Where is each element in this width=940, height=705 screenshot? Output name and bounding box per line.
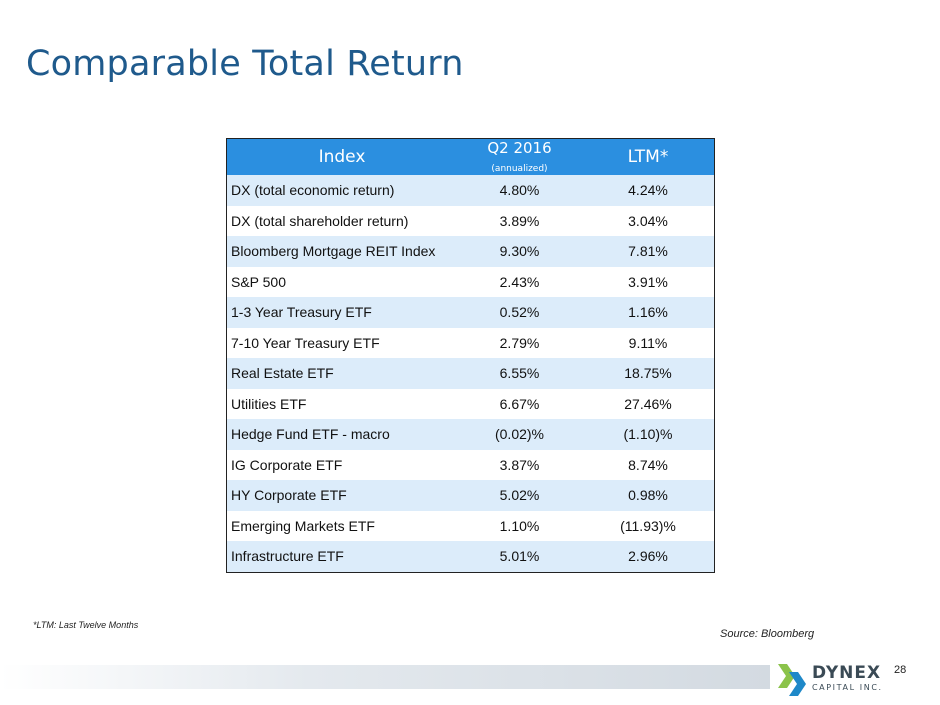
row-index-name: Infrastructure ETF: [226, 541, 457, 572]
table-row: DX (total shareholder return) 3.89% 3.04…: [227, 206, 715, 237]
source-note: Source: Bloomberg: [720, 628, 815, 640]
table-row: Hedge Fund ETF - macro (0.02)% (1.10)%: [226, 419, 715, 450]
row-ltm-value: 18.75%: [582, 358, 715, 389]
row-q2-value: 0.52%: [457, 297, 582, 328]
page-number: 28: [894, 664, 907, 676]
table-row: Infrastructure ETF 5.01% 2.96%: [226, 541, 715, 572]
row-q2-value: 6.67%: [499, 395, 540, 412]
dynex-chevron-icon: [778, 664, 806, 696]
row-index-name: DX (total shareholder return): [231, 212, 409, 229]
row-ltm-value: 3.04%: [628, 212, 668, 229]
row-index-name: 7-10 Year Treasury ETF: [231, 334, 380, 351]
row-ltm-value: 7.81%: [582, 236, 715, 267]
row-q2-value: 2.43%: [499, 273, 540, 290]
row-q2-value: 1.10%: [499, 517, 540, 534]
row-q2-value: 9.30%: [457, 236, 582, 267]
row-ltm-value: 3.91%: [628, 273, 668, 290]
row-ltm-value: 4.24%: [582, 175, 715, 206]
ltm-footnote: *LTM: Last Twelve Months: [33, 620, 139, 630]
row-q2-value: 3.89%: [499, 212, 540, 229]
row-index-name: Utilities ETF: [231, 395, 307, 412]
row-index-name: 1-3 Year Treasury ETF: [226, 297, 457, 328]
row-index-name: DX (total economic return): [226, 175, 457, 206]
table-header-row: Index Q2 2016 (annualized) LTM*: [226, 138, 715, 175]
table-row: DX (total economic return) 4.80% 4.24%: [226, 175, 715, 206]
row-ltm-value: 1.16%: [582, 297, 715, 328]
column-header-ltm: LTM*: [582, 138, 715, 175]
row-ltm-value: (1.10)%: [582, 419, 715, 450]
row-ltm-value: 27.46%: [624, 395, 672, 412]
row-index-name: S&P 500: [231, 273, 287, 290]
row-index-name: IG Corporate ETF: [231, 456, 343, 473]
logo-text-dynex: DYNEX: [812, 663, 882, 683]
row-index-name: Emerging Markets ETF: [231, 517, 375, 534]
table-row: Emerging Markets ETF 1.10% (11.93)%: [227, 511, 715, 542]
row-index-name: Bloomberg Mortgage REIT Index: [226, 236, 457, 267]
returns-table: Index Q2 2016 (annualized) LTM* DX (tota…: [226, 138, 715, 573]
row-ltm-value: 9.11%: [628, 334, 668, 351]
row-index-name: Hedge Fund ETF - macro: [226, 419, 457, 450]
row-q2-value: 5.02%: [457, 480, 582, 511]
row-q2-value: 6.55%: [457, 358, 582, 389]
row-q2-value: 5.01%: [457, 541, 582, 572]
dynex-logo: DYNEX CAPITAL INC.: [778, 662, 888, 698]
logo-text-capital: CAPITAL INC.: [812, 683, 883, 692]
row-q2-value: 2.79%: [499, 334, 540, 351]
row-ltm-value: (11.93)%: [620, 517, 676, 534]
row-index-name: HY Corporate ETF: [226, 480, 457, 511]
row-q2-value: 4.80%: [457, 175, 582, 206]
row-q2-value: 3.87%: [499, 456, 540, 473]
table-row: IG Corporate ETF 3.87% 8.74%: [227, 450, 715, 481]
column-header-index: Index: [226, 138, 457, 175]
row-ltm-value: 8.74%: [628, 456, 668, 473]
row-ltm-value: 0.98%: [582, 480, 715, 511]
table-row: S&P 500 2.43% 3.91%: [227, 267, 715, 298]
table-row: Bloomberg Mortgage REIT Index 9.30% 7.81…: [226, 236, 715, 267]
column-header-q2-2016: Q2 2016 (annualized): [457, 138, 582, 175]
column-header-q2-main: Q2 2016: [487, 139, 552, 157]
table-row: HY Corporate ETF 5.02% 0.98%: [226, 480, 715, 511]
footer-band: [0, 665, 770, 689]
table-row: 7-10 Year Treasury ETF 2.79% 9.11%: [227, 328, 715, 359]
table-row: Real Estate ETF 6.55% 18.75%: [226, 358, 715, 389]
table-row: 1-3 Year Treasury ETF 0.52% 1.16%: [226, 297, 715, 328]
row-index-name: Real Estate ETF: [226, 358, 457, 389]
column-header-q2-sub: (annualized): [491, 164, 548, 174]
page-title: Comparable Total Return: [26, 44, 464, 84]
row-q2-value: (0.02)%: [457, 419, 582, 450]
row-ltm-value: 2.96%: [582, 541, 715, 572]
table-row: Utilities ETF 6.67% 27.46%: [227, 389, 715, 420]
